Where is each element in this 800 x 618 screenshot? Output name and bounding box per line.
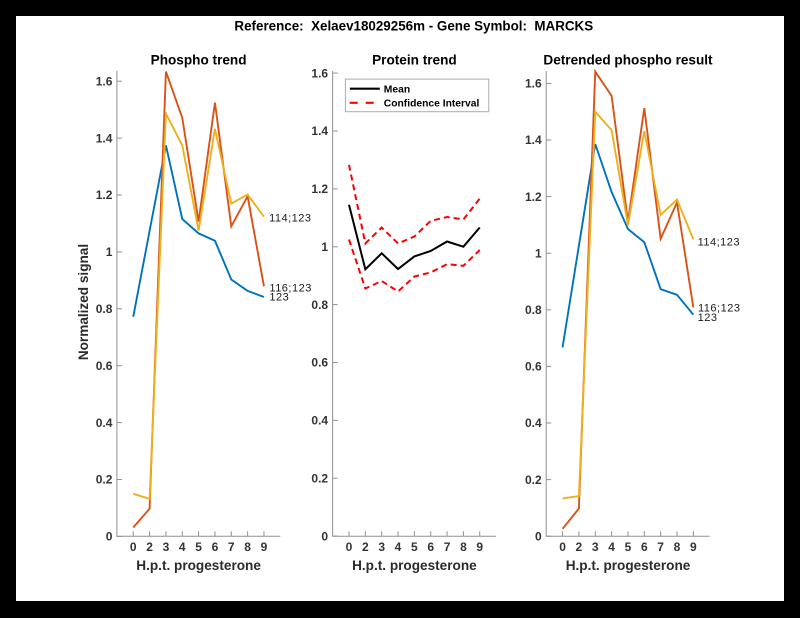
svg-text:1: 1 bbox=[321, 240, 328, 254]
svg-text:0: 0 bbox=[535, 529, 542, 543]
svg-text:9: 9 bbox=[690, 540, 697, 554]
svg-text:0: 0 bbox=[559, 540, 566, 554]
svg-text:5: 5 bbox=[625, 540, 632, 554]
svg-text:H.p.t. progesterone: H.p.t. progesterone bbox=[352, 558, 477, 573]
svg-text:0.4: 0.4 bbox=[311, 414, 328, 428]
svg-text:7: 7 bbox=[444, 540, 451, 554]
svg-text:0: 0 bbox=[321, 529, 328, 543]
svg-text:3: 3 bbox=[163, 540, 170, 554]
svg-text:7: 7 bbox=[657, 540, 664, 554]
svg-text:9: 9 bbox=[476, 540, 483, 554]
svg-text:Reference: Xelaev18029256m -: Reference: Xelaev18029256m - Gene Symbol… bbox=[234, 19, 593, 34]
svg-text:0.8: 0.8 bbox=[311, 298, 328, 312]
svg-text:0.4: 0.4 bbox=[525, 416, 542, 430]
svg-text:6: 6 bbox=[427, 540, 434, 554]
svg-text:Confidence Interval: Confidence Interval bbox=[384, 99, 480, 110]
svg-text:3: 3 bbox=[378, 540, 385, 554]
svg-text:5: 5 bbox=[195, 540, 202, 554]
svg-text:0.2: 0.2 bbox=[311, 471, 328, 485]
svg-text:0: 0 bbox=[106, 530, 113, 544]
svg-text:4: 4 bbox=[179, 540, 186, 554]
svg-text:114;123: 114;123 bbox=[269, 212, 311, 224]
svg-text:Detrended phospho result: Detrended phospho result bbox=[543, 52, 713, 67]
svg-text:6: 6 bbox=[212, 540, 219, 554]
svg-text:123: 123 bbox=[269, 292, 289, 304]
svg-text:Normalized signal: Normalized signal bbox=[76, 244, 91, 360]
svg-text:1.4: 1.4 bbox=[96, 131, 113, 145]
svg-text:1: 1 bbox=[106, 245, 113, 259]
svg-text:1.6: 1.6 bbox=[311, 66, 328, 80]
svg-text:8: 8 bbox=[244, 540, 251, 554]
svg-text:1: 1 bbox=[535, 246, 542, 260]
svg-text:0.6: 0.6 bbox=[96, 359, 113, 373]
svg-text:Mean: Mean bbox=[384, 85, 410, 96]
svg-text:114;123: 114;123 bbox=[698, 236, 740, 248]
svg-text:0: 0 bbox=[346, 540, 353, 554]
svg-text:1.6: 1.6 bbox=[96, 74, 113, 88]
svg-text:116;123: 116;123 bbox=[698, 303, 740, 315]
svg-text:1.2: 1.2 bbox=[96, 188, 113, 202]
svg-text:2: 2 bbox=[576, 540, 583, 554]
svg-text:Phospho trend: Phospho trend bbox=[151, 52, 247, 67]
svg-text:H.p.t. progesterone: H.p.t. progesterone bbox=[136, 558, 261, 573]
svg-text:2: 2 bbox=[362, 540, 369, 554]
svg-text:0: 0 bbox=[130, 540, 137, 554]
svg-text:3: 3 bbox=[592, 540, 599, 554]
svg-text:0.6: 0.6 bbox=[525, 360, 542, 374]
svg-text:7: 7 bbox=[228, 540, 235, 554]
svg-text:1.2: 1.2 bbox=[525, 190, 542, 204]
svg-text:0.8: 0.8 bbox=[96, 302, 113, 316]
svg-text:0.2: 0.2 bbox=[96, 473, 113, 487]
svg-text:4: 4 bbox=[608, 540, 615, 554]
svg-text:9: 9 bbox=[261, 540, 268, 554]
svg-text:116;123: 116;123 bbox=[269, 282, 311, 294]
svg-text:1.4: 1.4 bbox=[525, 133, 542, 147]
svg-text:0.8: 0.8 bbox=[525, 303, 542, 317]
svg-text:H.p.t. progesterone: H.p.t. progesterone bbox=[566, 558, 691, 573]
svg-text:6: 6 bbox=[641, 540, 648, 554]
svg-text:0.6: 0.6 bbox=[311, 356, 328, 370]
svg-text:0.2: 0.2 bbox=[525, 473, 542, 487]
svg-text:0.4: 0.4 bbox=[96, 416, 113, 430]
svg-text:1.2: 1.2 bbox=[311, 182, 328, 196]
svg-text:5: 5 bbox=[411, 540, 418, 554]
svg-text:4: 4 bbox=[395, 540, 402, 554]
svg-text:123: 123 bbox=[698, 312, 718, 324]
svg-text:8: 8 bbox=[674, 540, 681, 554]
svg-text:Protein trend: Protein trend bbox=[372, 52, 457, 67]
svg-text:1.4: 1.4 bbox=[311, 124, 328, 138]
svg-text:1.6: 1.6 bbox=[525, 77, 542, 91]
svg-text:2: 2 bbox=[146, 540, 153, 554]
svg-text:8: 8 bbox=[460, 540, 467, 554]
